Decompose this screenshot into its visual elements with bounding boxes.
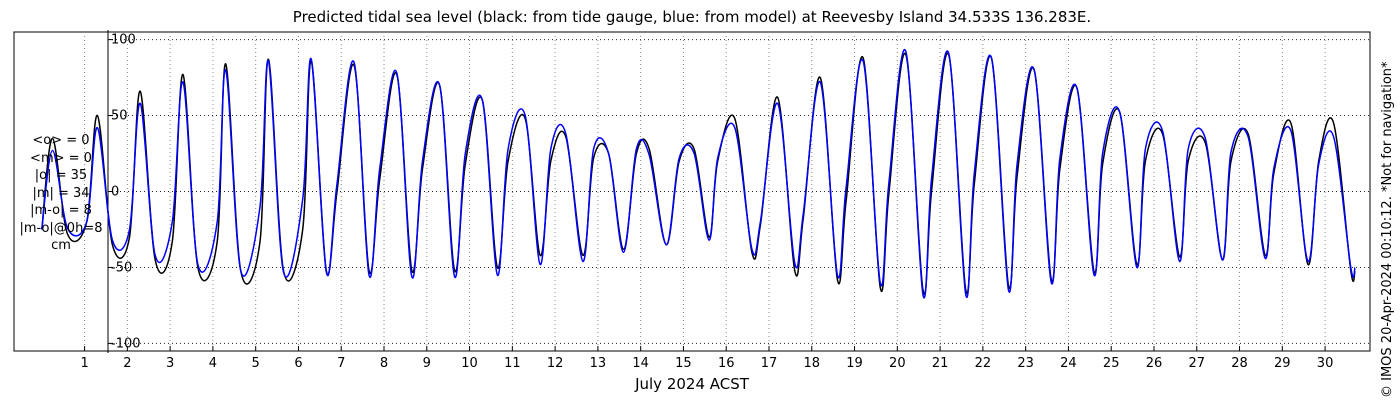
x-tick-label: 1: [80, 356, 88, 371]
stats-panel: <o> = 0 <m> = 0 |o| = 35 |m| = 34 |m-o| …: [14, 132, 108, 255]
x-tick-label: 15: [675, 356, 692, 371]
x-tick-label: 30: [1317, 356, 1334, 371]
x-tick-label: 29: [1274, 356, 1291, 371]
x-tick-labels: 1 2 3 4 5 6 7 8 9 10 11 12 13 14 15 16 17 18 19 20 21 22 23 24 2…: [80, 356, 1333, 371]
x-tick-label: 22: [975, 356, 992, 371]
chart-title: Predicted tidal sea level (black: from t…: [292, 8, 1092, 26]
x-tick-label: 28: [1231, 356, 1248, 371]
y-tick-label: 50: [111, 109, 128, 124]
axis-lines: [84, 30, 1326, 353]
x-tick-label: 19: [846, 356, 863, 371]
x-tick-label: 13: [590, 356, 607, 371]
x-tick-label: 4: [209, 356, 217, 371]
x-tick-label: 20: [889, 356, 906, 371]
x-tick-label: 23: [1017, 356, 1034, 371]
series-lines: [41, 48, 1356, 299]
x-tick-label: 16: [718, 356, 735, 371]
x-tick-label: 26: [1146, 356, 1163, 371]
stat-abs-difference: |m-o| = 8: [30, 203, 92, 218]
x-tick-label: 2: [123, 356, 131, 371]
stat-units: cm: [51, 238, 71, 253]
copyright-notice: © IMOS 20-Apr-2024 00:10:12. *Not for na…: [1380, 61, 1395, 398]
x-tick-label: 9: [423, 356, 431, 371]
model-line: [41, 48, 1356, 299]
x-tick-label: 12: [547, 356, 564, 371]
stat-abs-observed: |o| = 35: [34, 168, 88, 183]
x-tick-label: 25: [1103, 356, 1120, 371]
x-tick-label: 24: [1060, 356, 1077, 371]
x-tick-label: 17: [761, 356, 778, 371]
x-tick-label: 6: [294, 356, 302, 371]
stat-abs-difference-0h: |m-o|@0h=8: [19, 220, 103, 236]
x-tick-label: 8: [380, 356, 388, 371]
x-tick-label: 18: [803, 356, 820, 371]
x-axis-label: July 2024 ACST: [635, 375, 749, 393]
stat-mean-observed: <o> = 0: [32, 133, 90, 148]
x-tick-label: 10: [461, 356, 478, 371]
x-tick-label: 3: [166, 356, 174, 371]
x-tick-label: 27: [1188, 356, 1205, 371]
stat-abs-model: |m| = 34: [32, 185, 90, 201]
y-tick-label: -100: [111, 336, 141, 351]
x-tick-label: 5: [252, 356, 260, 371]
x-tick-label: 7: [337, 356, 345, 371]
y-tick-labels: -100 -50 0 50 100: [111, 33, 141, 352]
x-tick-label: 14: [632, 356, 649, 371]
stat-mean-model: <m> = 0: [30, 150, 92, 166]
x-tick-label: 11: [504, 356, 521, 371]
y-tick-label: -50: [111, 260, 132, 275]
y-tick-label: 0: [111, 185, 119, 200]
x-tick-label: 21: [932, 356, 949, 371]
y-tick-label: 100: [111, 33, 136, 48]
